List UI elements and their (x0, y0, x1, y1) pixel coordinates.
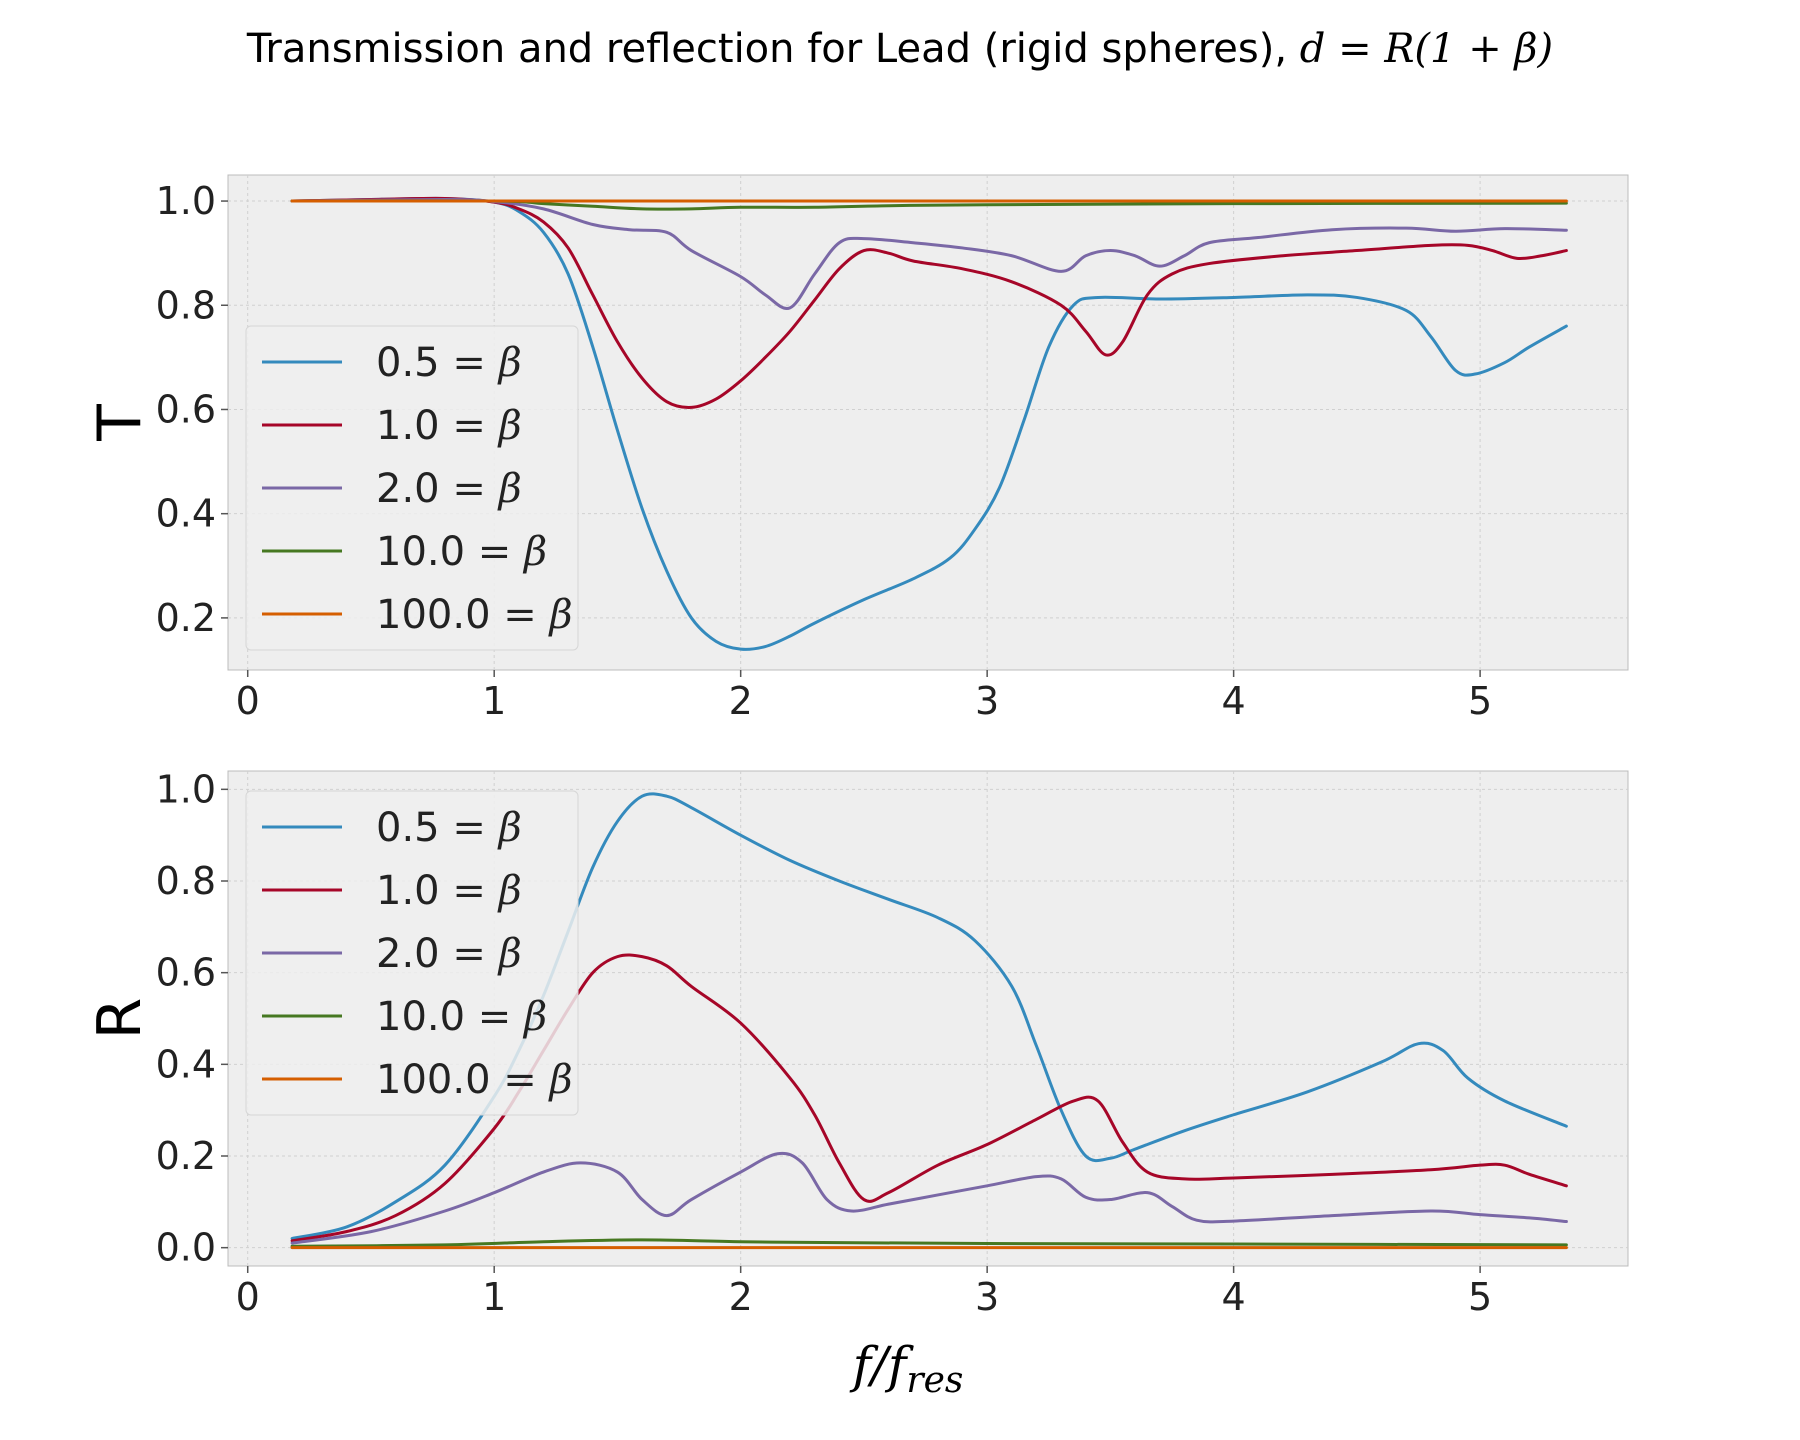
reflection-x-axis-label: f/fres (849, 1336, 964, 1401)
transmission-legend-beta: = β (491, 592, 573, 638)
reflection-legend-value: 100.0 (376, 1057, 491, 1103)
reflection-legend-value: 2.0 (376, 931, 440, 977)
reflection-y-tick-label: 0.0 (156, 1226, 216, 1270)
reflection-legend-label-2-0: 2.0 = β (376, 931, 522, 977)
reflection-legend-value: 1.0 (376, 868, 440, 914)
transmission-legend-beta: = β (440, 466, 522, 512)
reflection-legend-box (245, 790, 579, 1116)
reflection-legend-beta: = β (440, 931, 522, 977)
transmission-series-1-0-line (290, 196, 1568, 409)
reflection-y-tick-label: 1.0 (156, 767, 216, 811)
transmission-legend-value: 1.0 (376, 403, 440, 449)
reflection-legend-label-1-0: 1.0 = β (376, 868, 522, 914)
reflection-series-10-0-line (290, 1238, 1568, 1248)
transmission-y-axis-label: T (85, 404, 155, 442)
transmission-x-tick-label: 5 (1468, 679, 1492, 723)
transmission-legend-label-1-0: 1.0 = β (376, 403, 522, 449)
panels: 0 1 2 3 4 50.20.40.60.81.0T0.5 = β1.0 = β2.0 … (85, 174, 1629, 1401)
transmission-legend-value: 0.5 (376, 340, 440, 386)
reflection-x-tick-label: 1 (482, 1275, 506, 1319)
reflection-x-tick-label: 0 (236, 1275, 260, 1319)
transmission-y-tick-label: 0.8 (156, 283, 216, 327)
transmission-legend-label-100-0: 100.0 = β (376, 592, 573, 638)
reflection-y-tick-label: 0.6 (156, 951, 216, 995)
transmission-legend-value: 2.0 (376, 466, 440, 512)
transmission-y-tick-label: 0.6 (156, 387, 216, 431)
transmission-y-tick-label: 0.4 (156, 492, 216, 536)
transmission-x-tick-label: 1 (482, 679, 506, 723)
reflection-legend-label-100-0: 100.0 = β (376, 1057, 573, 1103)
reflection-y-axis-label: R (85, 998, 155, 1040)
reflection-legend-label-10-0: 10.0 = β (376, 994, 547, 1040)
reflection-legend-beta: = β (440, 805, 522, 851)
transmission-series-0-5-line (290, 196, 1568, 651)
reflection-x-tick-label: 5 (1468, 1275, 1492, 1319)
transmission-legend-label-2-0: 2.0 = β (376, 466, 522, 512)
reflection-x-axis-label-sub: res (906, 1360, 963, 1401)
reflection-x-tick-label: 3 (975, 1275, 999, 1319)
transmission-x-tick-label: 3 (975, 679, 999, 723)
reflection-x-axis-label-main: f/f (849, 1336, 914, 1394)
transmission-y-tick-label: 1.0 (156, 179, 216, 223)
reflection-x-tick-label: 2 (729, 1275, 753, 1319)
reflection-y-tick-label: 0.4 (156, 1042, 216, 1086)
reflection-legend-label-0-5: 0.5 = β (376, 805, 522, 851)
transmission-x-tick-label: 4 (1222, 679, 1246, 723)
reflection-y-tick-label: 0.8 (156, 859, 216, 903)
transmission-legend-beta: = β (440, 403, 522, 449)
transmission-legend-value: 100.0 (376, 592, 491, 638)
reflection-y-tick-label: 0.2 (156, 1134, 216, 1178)
reflection-legend-beta: = β (465, 994, 547, 1040)
transmission-legend-label-10-0: 10.0 = β (376, 529, 547, 575)
figure-title-math: d = R(1 + β) (1300, 26, 1553, 72)
transmission-x-tick-label: 0 (236, 679, 260, 723)
transmission-x-tick-label: 2 (729, 679, 753, 723)
reflection-series-2-0-line (290, 1151, 1568, 1245)
figure-title: Transmission and reflection for Lead (ri… (246, 26, 1553, 72)
transmission-legend-value: 10.0 (376, 529, 465, 575)
transmission-legend-beta: = β (440, 340, 522, 386)
transmission-series-group (290, 196, 1568, 651)
reflection-legend-beta: = β (440, 868, 522, 914)
transmission-legend-box (245, 325, 579, 651)
transmission-panel: 0 1 2 3 4 50.20.40.60.81.0T0.5 = β1.0 = β2.0 … (85, 174, 1629, 723)
reflection-legend-value: 10.0 (376, 994, 465, 1040)
reflection-legend-value: 0.5 (376, 805, 440, 851)
transmission-legend-beta: = β (465, 529, 547, 575)
figure-title-text: Transmission and reflection for Lead (ri… (246, 26, 1300, 72)
transmission-series-2-0-line (290, 197, 1568, 311)
reflection-x-tick-label: 4 (1222, 1275, 1246, 1319)
transmission-y-tick-label: 0.2 (156, 596, 216, 640)
reflection-legend-beta: = β (491, 1057, 573, 1103)
transmission-legend-label-0-5: 0.5 = β (376, 340, 522, 386)
